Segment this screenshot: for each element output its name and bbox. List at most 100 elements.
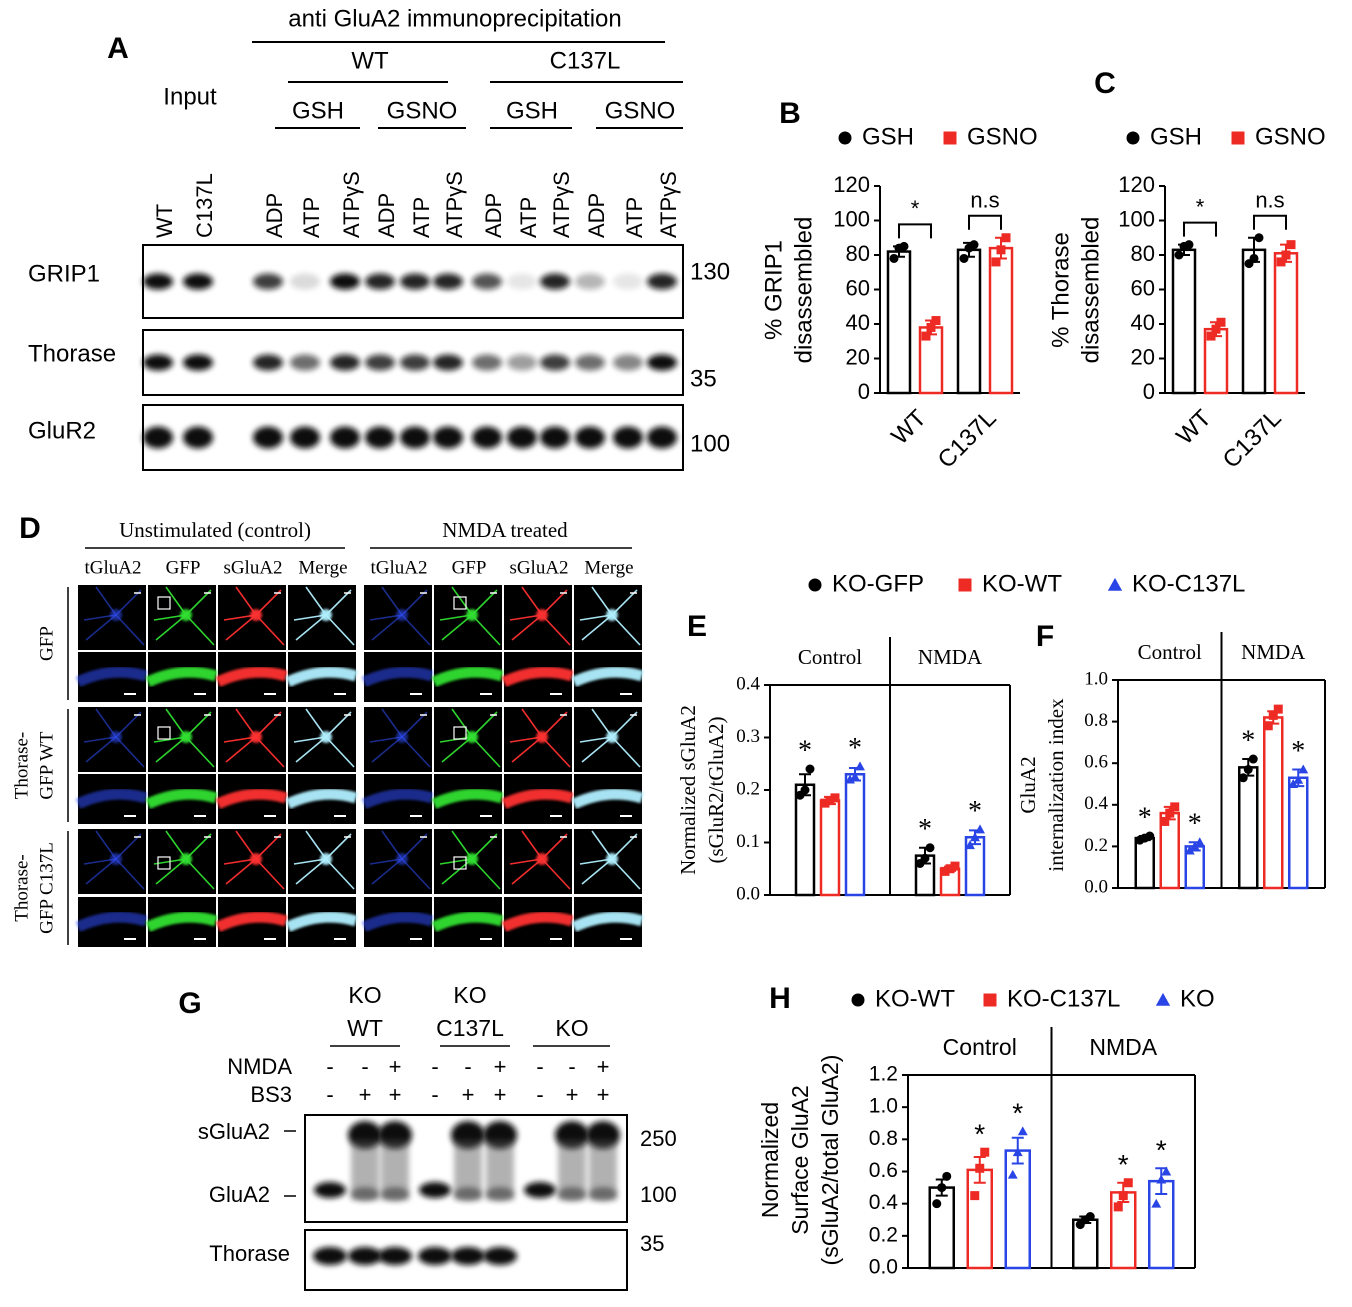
group-label: KO (348, 982, 381, 1008)
bar (1148, 1179, 1175, 1270)
y-axis-label: % Thorase (1047, 232, 1074, 348)
bar (988, 246, 1014, 395)
blot-band (472, 273, 502, 290)
y-axis-label: internalization index (1044, 698, 1068, 872)
dendrite-zoom (431, 788, 504, 810)
panel-letter: C (1094, 67, 1116, 100)
neurite (581, 736, 613, 763)
data-point (1216, 317, 1226, 327)
data-point (850, 771, 860, 781)
blot-band (253, 354, 283, 371)
sign: - (326, 1082, 333, 1107)
blot-band (613, 273, 643, 290)
lane-label: ATPγS (442, 171, 467, 238)
neurite (115, 614, 145, 646)
data-point (940, 866, 950, 876)
mw-label: 35 (690, 365, 717, 392)
neurite (371, 736, 403, 763)
soma (250, 853, 262, 865)
blot-band (253, 426, 283, 449)
blot-band (433, 354, 463, 371)
neurite (581, 858, 613, 885)
blot-band (507, 354, 537, 371)
neurite (401, 614, 431, 646)
data-point (945, 864, 955, 874)
panel-letter: E (687, 610, 707, 643)
blot-band (143, 354, 173, 371)
data-point (1293, 774, 1304, 784)
blot-band (290, 354, 320, 371)
channel-label: GFP (166, 557, 201, 578)
soma (466, 731, 478, 743)
blot-band (143, 273, 173, 290)
y-axis-label: disassembled (790, 217, 817, 364)
x-tick-label: C137L (1218, 405, 1287, 474)
data-point (1276, 257, 1286, 267)
y-tick-label: 0.4 (1084, 793, 1108, 814)
significance-star: * (1291, 736, 1305, 767)
significance-star: * (1138, 802, 1152, 833)
data-point (969, 240, 979, 250)
sign: + (566, 1082, 579, 1107)
soma (396, 853, 408, 865)
neurite (155, 614, 187, 641)
neurite (471, 736, 501, 768)
legend-marker (983, 993, 997, 1007)
soma (110, 609, 122, 621)
blot-band (486, 1187, 514, 1201)
blot-band (433, 273, 463, 290)
soma (320, 609, 332, 621)
group-label: C137L (436, 1015, 504, 1041)
lane-label: ATP (299, 197, 324, 238)
y-axis-label: Normalized (757, 1102, 783, 1218)
significance-star: * (1188, 809, 1202, 840)
data-point (845, 774, 855, 784)
data-point (926, 322, 936, 332)
data-point (820, 798, 830, 808)
panel-letter: A (107, 32, 129, 65)
zoom-box (453, 856, 467, 870)
treatment-label: GSNO (605, 97, 676, 124)
sign: - (326, 1054, 333, 1079)
neurite (155, 858, 187, 885)
condition-label: NMDA (227, 1054, 292, 1079)
data-point (1165, 808, 1175, 818)
neurite (441, 736, 473, 763)
data-point (921, 331, 931, 341)
zoom-box (453, 596, 467, 610)
dendrite-zoom (145, 666, 218, 688)
data-point (800, 785, 810, 795)
y-tick-label: 0.2 (869, 1223, 898, 1246)
band-label: sGluA2 (198, 1119, 270, 1144)
data-point (970, 832, 980, 842)
soma (250, 609, 262, 621)
significance-star: * (1118, 1149, 1129, 1180)
x-tick-label: Control (798, 645, 862, 669)
dendrite-zoom (361, 788, 434, 810)
lane-label: ADP (374, 193, 399, 238)
dendrite-zoom (75, 788, 148, 810)
y-axis-label: (sGluR2/tGluA2) (704, 716, 728, 863)
blot-band (507, 426, 537, 449)
legend-label: KO-C137L (1132, 570, 1245, 597)
sign: - (464, 1054, 471, 1079)
data-point (805, 764, 815, 774)
sign: - (361, 1054, 368, 1079)
sign: - (536, 1082, 543, 1107)
blot-band (540, 426, 570, 449)
data-point (950, 861, 960, 871)
data-point (830, 793, 840, 803)
lane-label: ATP (516, 197, 541, 238)
sign: + (462, 1082, 475, 1107)
lane-label: ADP (481, 193, 506, 238)
data-point (1249, 253, 1259, 263)
bar (1288, 776, 1309, 890)
legend-marker (1155, 992, 1171, 1006)
bar (1134, 836, 1155, 890)
data-point (1160, 816, 1170, 826)
neurite (255, 858, 285, 890)
lane-label: ATP (409, 197, 434, 238)
sign: - (568, 1054, 575, 1079)
band-label: GluA2 (209, 1182, 270, 1207)
blot-band (575, 426, 605, 449)
